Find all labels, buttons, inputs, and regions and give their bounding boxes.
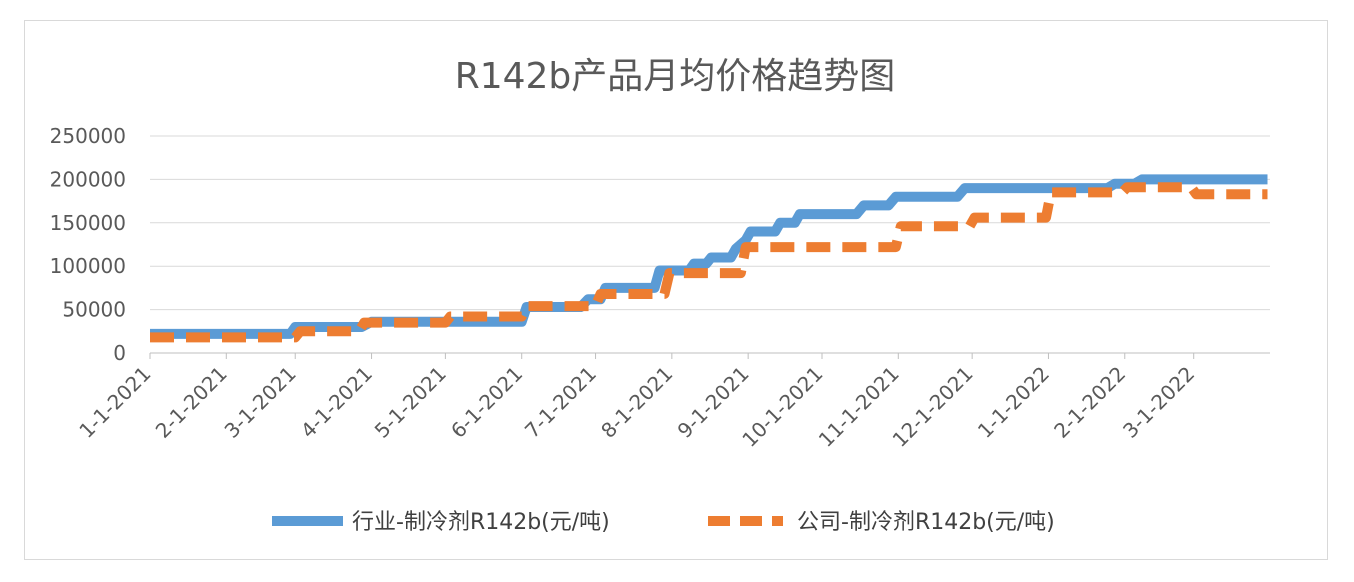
x-tick-label: 5-1-2021 xyxy=(370,362,451,443)
y-tick-label: 0 xyxy=(113,341,126,365)
series-line-industry xyxy=(150,174,1268,339)
y-tick-label: 200000 xyxy=(50,167,126,191)
legend-label-industry: 行业-制冷剂R142b(元/吨) xyxy=(352,510,610,535)
x-tick-label: 2-1-2021 xyxy=(151,362,232,443)
x-tick-label: 3-1-2021 xyxy=(220,362,301,443)
chart-frame xyxy=(24,20,1328,560)
y-tick-label: 150000 xyxy=(50,211,126,235)
gridlines xyxy=(149,135,1270,359)
chart-title: R142b产品月均价格趋势图 xyxy=(455,56,896,97)
y-tick-label: 250000 xyxy=(50,124,126,148)
series-line-company xyxy=(150,182,1268,343)
y-tick-label: 50000 xyxy=(62,298,126,322)
x-tick-label: 2-1-2022 xyxy=(1049,362,1130,443)
x-tick-label: 7-1-2021 xyxy=(520,362,601,443)
x-tick-label: 6-1-2021 xyxy=(446,362,527,443)
y-tick-label: 100000 xyxy=(50,254,126,278)
x-tick-labels: 1-1-20212-1-20213-1-20214-1-20215-1-2021… xyxy=(74,362,1199,452)
y-tick-labels: 0 50000 100000 150000 200000 250000 xyxy=(50,124,126,365)
x-tick-label: 4-1-2021 xyxy=(296,362,377,443)
legend-label-company: 公司-制冷剂R142b(元/吨) xyxy=(797,510,1055,535)
x-tick-label: 1-1-2021 xyxy=(74,362,155,443)
x-tick-label: 1-1-2022 xyxy=(973,362,1054,443)
legend: 行业-制冷剂R142b(元/吨) 公司-制冷剂R142b(元/吨) xyxy=(272,510,1055,535)
x-tick-label: 8-1-2021 xyxy=(596,362,677,443)
series-lines xyxy=(150,174,1268,343)
x-tick-label: 12-1-2021 xyxy=(888,362,978,452)
x-tick-label: 3-1-2022 xyxy=(1118,362,1199,443)
x-tick-label: 10-1-2021 xyxy=(737,362,827,452)
